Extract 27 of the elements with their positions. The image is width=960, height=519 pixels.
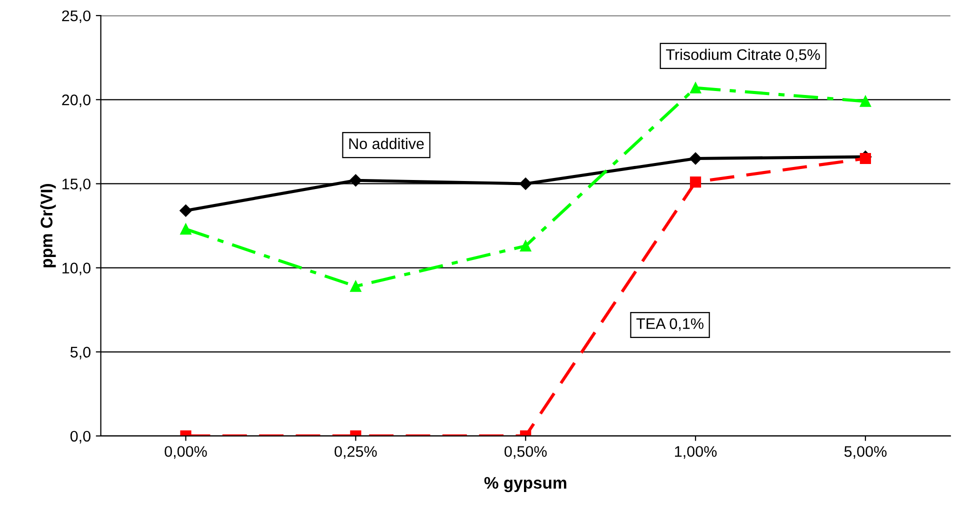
text: Trisodium Citrate 0,5%	[666, 48, 820, 62]
point	[350, 174, 362, 186]
point	[180, 224, 192, 235]
x-tick-label: 0,25%	[334, 446, 377, 459]
point	[860, 152, 871, 164]
point	[690, 82, 702, 94]
x-axis-title: % gypsum	[484, 477, 566, 492]
point	[690, 176, 702, 188]
y-tick-label: 5,0	[70, 346, 90, 360]
x-tick-label: 0,50%	[504, 446, 547, 459]
point	[520, 178, 532, 190]
x-tick-label: 1,00%	[675, 446, 717, 459]
series-label: No additive	[349, 138, 424, 150]
series-label: TEA 0,1%	[636, 318, 704, 331]
y-axis-title: ppm Cr(VI)	[40, 184, 56, 268]
point	[520, 240, 532, 252]
y-tick-label: 20,0	[62, 94, 90, 108]
point	[180, 204, 192, 217]
point	[350, 280, 362, 292]
y-tick-label: 10,0	[62, 262, 90, 276]
x-tick-label: 5,00%	[844, 446, 887, 459]
y-tick-label: 25,0	[62, 10, 90, 24]
point	[689, 152, 702, 165]
point	[860, 96, 871, 107]
x-tick-label: 0,00%	[164, 446, 207, 459]
y-tick-label: 0,0	[70, 430, 90, 444]
y-tick-label: 15,0	[62, 178, 90, 192]
